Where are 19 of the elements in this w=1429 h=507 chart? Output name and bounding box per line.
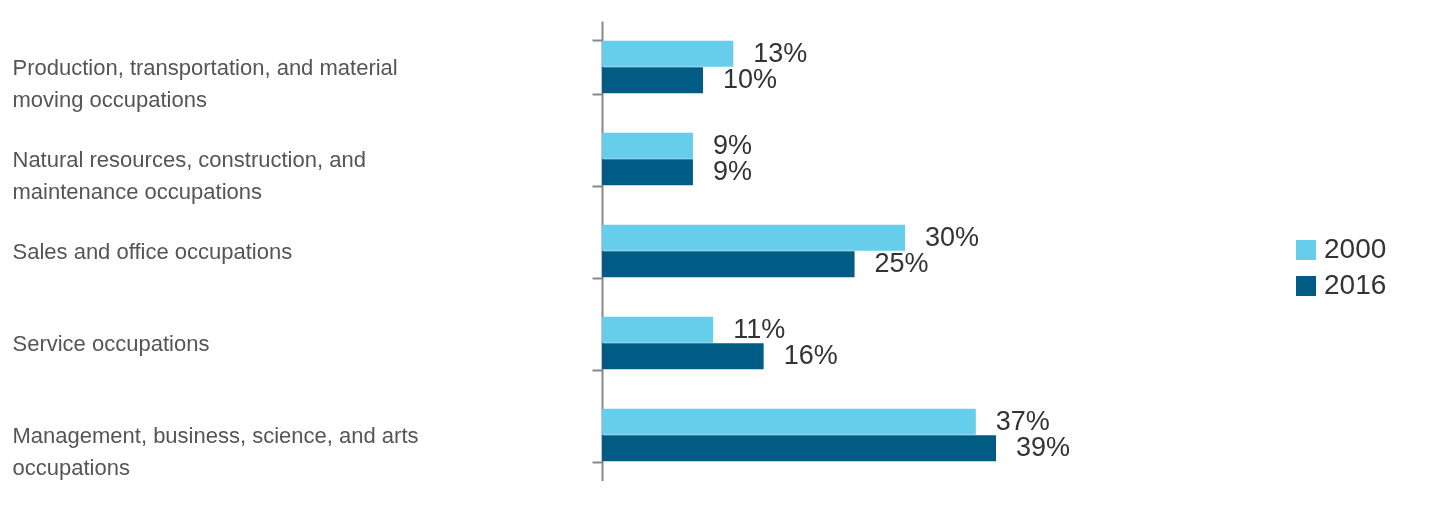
bar	[602, 408, 976, 435]
y-tick-label: Natural resources, construction, and maintenance occupations	[12, 146, 366, 204]
bar	[602, 435, 996, 462]
legend-label: 2000	[1324, 233, 1387, 264]
data-label: 16%	[783, 340, 838, 371]
y-tick-label: Service occupations	[12, 330, 210, 356]
y-tick-label: Sales and office occupations	[12, 238, 293, 264]
legend-label: 2016	[1324, 269, 1387, 300]
bar	[602, 343, 764, 370]
bar	[602, 251, 855, 278]
data-label: 11%	[733, 313, 786, 344]
bar	[602, 132, 693, 159]
bar	[602, 316, 714, 343]
bar	[602, 67, 704, 94]
bar	[602, 40, 734, 67]
y-tick-label: Production, transportation, and material moving occupations	[12, 54, 398, 112]
bar	[602, 224, 906, 251]
y-tick-label: Management, business, science, and arts occupations	[12, 422, 419, 480]
bar	[602, 159, 693, 186]
